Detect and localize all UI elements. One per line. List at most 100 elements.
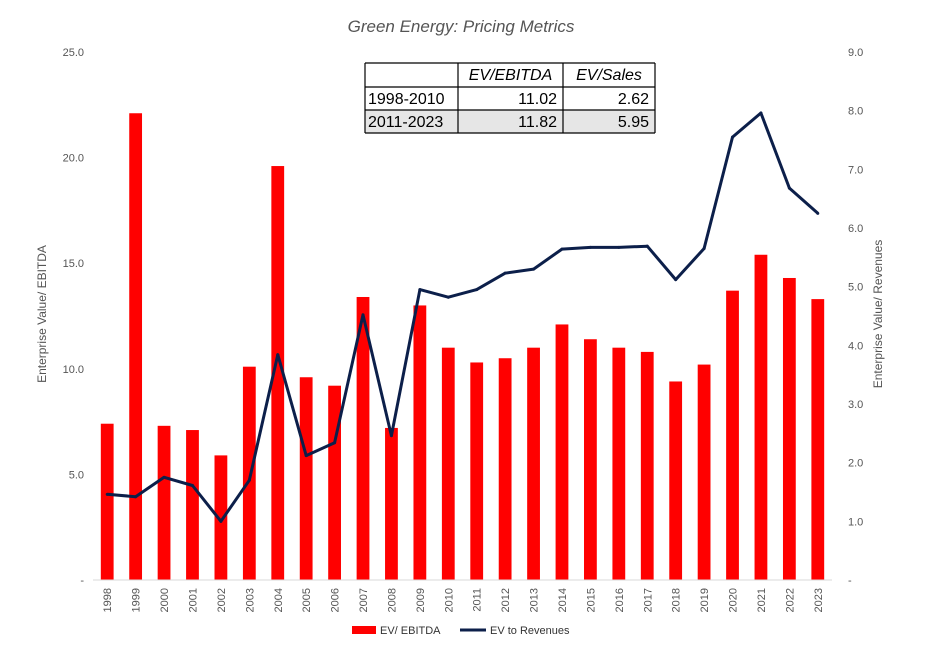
bar-series [100,113,825,581]
line-point [162,475,166,479]
line-point [446,295,450,299]
x-tick-label: 2019 [699,588,711,612]
bar [100,423,114,580]
line-point [276,353,280,357]
left-tick-label: 10.0 [63,364,84,376]
table-cell: 1998-2010 [368,91,445,108]
x-tick-label: 2002 [216,588,228,612]
x-tick-label: 2016 [614,588,626,612]
bar [584,339,597,580]
left-tick-label: 5.0 [69,469,84,481]
right-tick-label: 4.0 [848,340,863,352]
line-series [105,111,820,523]
x-tick-label: 2012 [500,588,512,612]
right-tick-label: 6.0 [848,223,863,235]
right-tick-label: 5.0 [848,282,863,294]
right-axis-ticks: - 1.0 2.0 3.0 4.0 5.0 6.0 7.0 8.0 9.0 [848,47,863,587]
bar [754,254,768,580]
table-cell: 2011-2023 [368,114,443,131]
line-point [105,492,109,496]
bar [186,430,199,580]
legend: EV/ EBITDA EV to Revenues [352,625,570,637]
legend-label: EV/ EBITDA [380,625,441,637]
table-cell: 11.02 [518,91,557,108]
x-tick-label: 2011 [472,588,484,612]
x-tick-label: 2003 [244,588,256,612]
left-tick-label: - [80,575,84,587]
line-point [475,288,479,292]
x-tick-label: 2008 [386,588,398,612]
right-axis-title: Enterprise Value/ Revenues [871,240,885,389]
x-tick-label: 2014 [557,588,569,612]
x-axis-ticks: 1998 1999 2000 2001 2002 2003 2004 2005 2006 2007… [102,588,825,612]
right-tick-label: 1.0 [848,516,863,528]
legend-label: EV to Revenues [490,625,570,637]
bar [612,347,626,580]
x-tick-label: 2001 [187,588,199,612]
legend-swatch-bar [352,626,376,634]
line-point [418,288,422,292]
line-point [219,519,223,523]
line-point [588,245,592,249]
x-tick-label: 2006 [330,588,342,612]
bar [157,425,171,580]
line-point [333,441,337,445]
left-tick-label: 15.0 [63,258,84,270]
right-tick-label: 3.0 [848,399,863,411]
table-cell: 2.62 [618,91,649,108]
line-point [731,135,735,139]
line-point [190,484,194,488]
x-tick-label: 2015 [585,588,597,612]
right-tick-label: 2.0 [848,458,863,470]
right-tick-label: 7.0 [848,164,863,176]
table-header: EV/EBITDA [469,67,553,84]
line-point [702,247,706,251]
table-row-shade [365,110,655,133]
left-tick-label: 25.0 [63,47,84,59]
table-cell: 5.95 [618,114,649,131]
bar [498,358,512,580]
line-point [759,111,763,115]
line-point [787,186,791,190]
bar [129,113,143,581]
x-tick-label: 2022 [784,588,796,612]
x-tick-label: 2018 [671,588,683,612]
line-point [304,454,308,458]
x-tick-label: 2017 [642,588,654,612]
line-point [361,313,365,317]
bar [640,351,654,580]
bar [356,296,370,580]
chart-title: Green Energy: Pricing Metrics [348,17,575,36]
line-point [816,211,820,215]
bar [385,427,398,580]
x-tick-label: 2005 [301,588,313,612]
x-tick-label: 1998 [102,588,114,612]
line-point [503,271,507,275]
right-tick-label: 9.0 [848,47,863,59]
summary-table: EV/EBITDA EV/Sales 1998-2010 11.02 2.62 2011-… [364,62,656,134]
right-tick-label: 8.0 [848,106,863,118]
x-tick-label: 2023 [813,588,825,612]
x-tick-label: 1999 [131,588,143,612]
x-tick-label: 2021 [756,588,768,612]
line-point [389,434,393,438]
bar [242,366,256,580]
bar [782,277,796,580]
bar [811,299,825,580]
left-tick-label: 20.0 [63,153,84,165]
line-point [134,495,138,499]
x-tick-label: 2010 [443,588,455,612]
x-tick-label: 2007 [358,588,370,612]
line-point [247,478,251,482]
bar [697,364,711,580]
bar [470,362,484,580]
line-point [532,267,536,271]
bar [441,347,455,580]
x-tick-label: 2020 [728,588,740,612]
bar [527,347,540,580]
bar [669,381,683,580]
x-tick-label: 2000 [159,588,171,612]
bar [555,324,569,580]
bar [726,290,739,580]
x-tick-label: 2013 [529,588,541,612]
